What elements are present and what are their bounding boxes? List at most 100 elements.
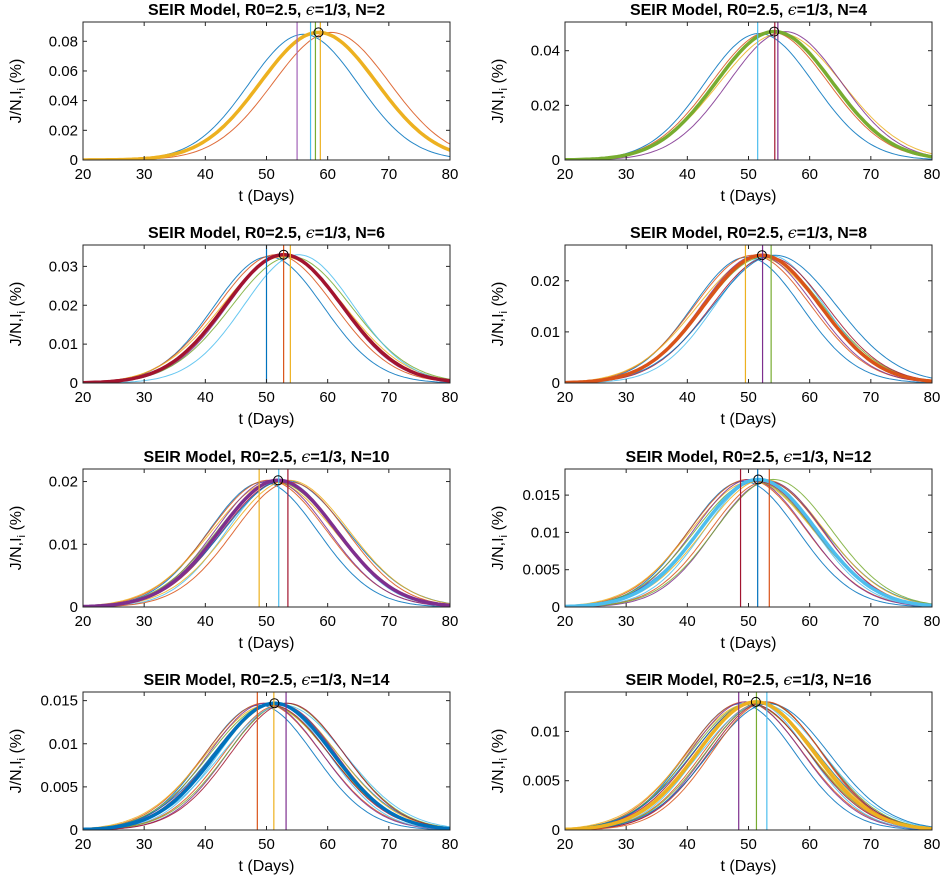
y-tick-label: 0.01 [531, 324, 560, 341]
x-tick-label: 70 [862, 613, 879, 630]
x-tick-label: 60 [319, 613, 336, 630]
x-tick-label: 30 [618, 836, 635, 853]
y-tick-label: 0.005 [522, 562, 560, 579]
x-axis-label: t (Days) [239, 635, 295, 652]
x-tick-label: 50 [258, 836, 275, 853]
x-tick-label: 80 [924, 836, 941, 853]
x-tick-label: 50 [740, 166, 757, 183]
x-tick-label: 20 [557, 613, 574, 630]
x-tick-label: 40 [197, 836, 214, 853]
y-axis-label: J/N,Ii (%) [8, 59, 28, 124]
y-tick-label: 0.04 [531, 43, 560, 60]
plot-content [565, 245, 932, 383]
x-tick-label: 80 [924, 166, 941, 183]
series-line-10 [83, 479, 450, 607]
series-line-16 [565, 701, 932, 830]
x-tick-label: 80 [442, 836, 459, 853]
x-tick-label: 50 [258, 613, 275, 630]
aggregate-line [565, 253, 932, 383]
x-tick-label: 60 [319, 166, 336, 183]
series-line-9 [83, 481, 450, 607]
x-tick-label: 80 [442, 389, 459, 406]
series-line-12 [565, 478, 932, 607]
x-tick-label: 70 [862, 166, 879, 183]
y-tick-label: 0.02 [531, 97, 560, 114]
y-tick-label: 0.06 [49, 63, 78, 80]
y-tick-label: 0.005 [522, 773, 560, 790]
chart-title: SEIR Model, R0=2.5, ϵ=1/3, N=10 [144, 447, 390, 466]
panel-8: 20 30 40 50 60 70 80 0 0.005 0.01 SEIR Model, R0=2… [490, 670, 940, 875]
x-tick-label: 50 [740, 836, 757, 853]
y-axis-label: J/N,Ii (%) [8, 506, 28, 571]
series-line-14 [565, 701, 932, 830]
y-tick-label: 0 [552, 822, 560, 839]
panel-3: 20 30 40 50 60 70 80 0 0.01 0.02 0.03 SEIR Model, R… [8, 223, 458, 428]
x-tick-label: 20 [557, 836, 574, 853]
plot-content [83, 469, 450, 607]
y-axis-label: J/N,Ii (%) [490, 282, 510, 347]
aggregate-line [83, 701, 450, 830]
x-tick-label: 60 [801, 166, 818, 183]
y-tick-label: 0 [552, 375, 560, 392]
y-tick-label: 0.02 [531, 273, 560, 290]
x-axis-label: t (Days) [721, 858, 777, 875]
y-tick-label: 0.015 [40, 693, 78, 710]
y-tick-label: 0 [552, 599, 560, 616]
panel-2: 20 30 40 50 60 70 80 0 0.02 0.04 SEIR Model, R0=2.… [490, 0, 940, 205]
x-axis-label: t (Days) [239, 411, 295, 428]
y-tick-label: 0 [70, 375, 78, 392]
aggregate-line [565, 700, 932, 830]
y-tick-label: 0.04 [49, 93, 78, 110]
y-tick-label: 0 [70, 152, 78, 169]
x-tick-label: 60 [319, 389, 336, 406]
x-tick-label: 50 [258, 389, 275, 406]
x-tick-label: 20 [75, 389, 92, 406]
y-tick-label: 0.01 [49, 736, 78, 753]
x-tick-label: 20 [75, 613, 92, 630]
x-tick-label: 60 [801, 836, 818, 853]
aggregate-line [83, 478, 450, 607]
y-tick-label: 0 [70, 822, 78, 839]
x-tick-label: 20 [557, 389, 574, 406]
peak-circle [750, 696, 761, 707]
x-tick-label: 60 [801, 389, 818, 406]
x-tick-label: 80 [442, 166, 459, 183]
chart-title: SEIR Model, R0=2.5, ϵ=1/3, N=2 [148, 0, 385, 19]
x-tick-label: 40 [679, 389, 696, 406]
chart-title: SEIR Model, R0=2.5, ϵ=1/3, N=16 [626, 670, 872, 689]
aggregate-line [565, 477, 932, 607]
panel-5: 20 30 40 50 60 70 80 0 0.01 0.02 SEIR Model, R0=2.… [8, 447, 458, 652]
y-tick-label: 0.01 [531, 524, 560, 541]
x-tick-label: 70 [380, 836, 397, 853]
y-tick-label: 0 [70, 599, 78, 616]
x-tick-label: 20 [75, 166, 92, 183]
plot-content [565, 469, 932, 607]
y-axis-label: J/N,Ii (%) [490, 729, 510, 794]
x-tick-label: 80 [924, 389, 941, 406]
x-tick-label: 30 [618, 613, 635, 630]
x-tick-label: 70 [380, 166, 397, 183]
x-tick-label: 50 [258, 166, 275, 183]
x-tick-label: 30 [136, 166, 153, 183]
chart-title: SEIR Model, R0=2.5, ϵ=1/3, N=12 [626, 447, 872, 466]
peak-circle [756, 250, 767, 261]
x-tick-label: 60 [801, 613, 818, 630]
x-tick-label: 70 [380, 613, 397, 630]
x-tick-label: 20 [557, 166, 574, 183]
series-line-15 [565, 703, 932, 830]
peak-circle [769, 26, 780, 37]
plot-area [565, 692, 932, 830]
x-tick-label: 40 [197, 166, 214, 183]
x-tick-label: 40 [679, 613, 696, 630]
x-tick-label: 80 [442, 613, 459, 630]
x-tick-label: 80 [924, 613, 941, 630]
x-axis-label: t (Days) [239, 188, 295, 205]
y-axis-label: J/N,Ii (%) [490, 59, 510, 124]
y-tick-label: 0.01 [531, 723, 560, 740]
y-axis-label: J/N,Ii (%) [8, 729, 28, 794]
y-tick-label: 0.02 [49, 297, 78, 314]
x-tick-label: 70 [862, 836, 879, 853]
series-line-7 [565, 256, 932, 383]
plot-content [565, 692, 932, 830]
